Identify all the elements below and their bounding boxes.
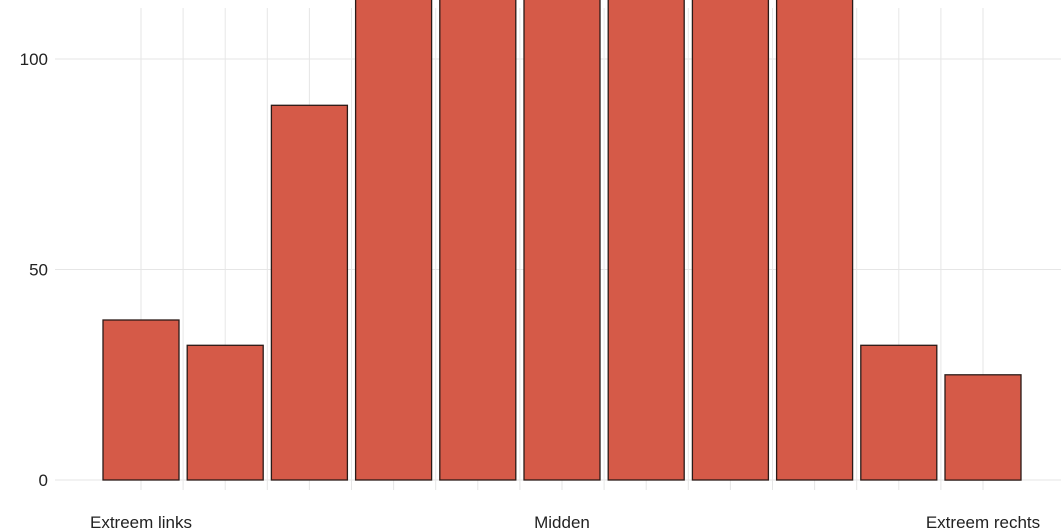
bar-7 [691, 0, 770, 481]
bar-4 [439, 0, 517, 481]
bar-8 [775, 0, 854, 481]
bar-10 [944, 374, 1022, 481]
y-tick-label: 100 [20, 50, 48, 69]
bar-3 [354, 0, 433, 481]
x-tick-label: Extreem rechts [926, 513, 1040, 532]
x-tick-label: Extreem links [90, 513, 192, 532]
bar-2 [270, 104, 349, 481]
bar-6 [607, 0, 685, 481]
y-tick-label: 50 [29, 261, 48, 280]
x-axis-tick-labels: Extreem links Midden Extreem rechts [90, 513, 1040, 532]
bar-1 [186, 344, 264, 481]
bar-9 [860, 344, 938, 481]
bar-0 [102, 319, 180, 481]
bars [102, 0, 1022, 481]
x-tick-label: Midden [534, 513, 590, 532]
y-axis-tick-labels: 050100150200 [20, 50, 48, 490]
bar-5 [523, 0, 601, 481]
y-tick-label: 0 [39, 471, 48, 490]
